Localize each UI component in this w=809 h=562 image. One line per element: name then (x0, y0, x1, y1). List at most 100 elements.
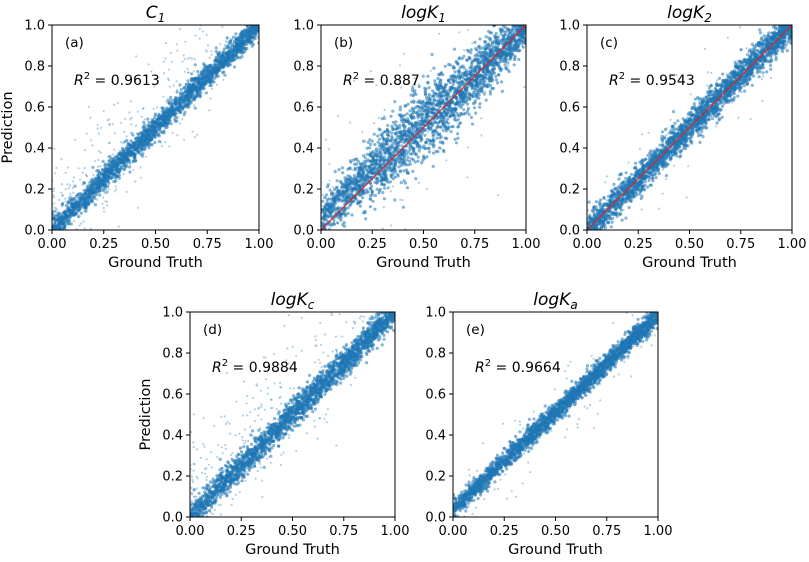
data-point (140, 141, 144, 145)
data-point (401, 205, 406, 209)
data-point (163, 72, 166, 75)
data-point (190, 72, 194, 76)
data-point (150, 70, 153, 73)
data-point (353, 182, 358, 186)
data-point (178, 97, 182, 101)
data-point (205, 34, 208, 37)
data-point (207, 77, 211, 81)
data-point (174, 96, 178, 100)
data-point (104, 162, 108, 166)
data-point (431, 102, 435, 106)
data-point (421, 113, 425, 117)
data-point (121, 146, 125, 150)
data-point (369, 151, 373, 155)
data-point (324, 193, 329, 197)
data-point (110, 80, 113, 84)
data-point (86, 199, 90, 203)
data-point (423, 146, 427, 150)
data-point (204, 82, 208, 86)
data-point (201, 30, 204, 33)
data-point (333, 188, 337, 192)
data-point (398, 105, 402, 109)
data-point (391, 185, 394, 188)
data-point (160, 117, 164, 121)
data-point (99, 186, 103, 190)
data-point (383, 142, 388, 146)
data-point (224, 44, 227, 47)
data-point (125, 148, 129, 152)
data-point (417, 85, 421, 89)
data-point (478, 47, 482, 51)
data-point (225, 56, 229, 60)
data-point (357, 172, 361, 176)
data-point (433, 128, 437, 132)
data-point (381, 158, 385, 162)
data-point (223, 61, 227, 65)
data-point (382, 206, 385, 209)
data-point (150, 122, 154, 126)
data-point (439, 79, 443, 83)
data-point (182, 86, 186, 90)
data-point (196, 81, 200, 85)
data-point (488, 92, 492, 96)
data-point (408, 159, 412, 163)
data-point (105, 178, 109, 182)
data-point (162, 131, 166, 135)
data-point (223, 73, 227, 77)
data-point (59, 221, 63, 225)
data-point (52, 189, 55, 193)
data-point (364, 178, 368, 183)
data-point (369, 184, 374, 188)
data-point (383, 155, 387, 159)
data-point (463, 49, 466, 52)
data-point (499, 54, 503, 58)
data-point (498, 66, 502, 70)
data-point (81, 195, 86, 199)
data-point (141, 107, 145, 110)
data-point (186, 82, 190, 86)
data-point (361, 183, 365, 188)
data-point (436, 87, 441, 91)
data-point (56, 208, 59, 211)
data-point (346, 167, 350, 171)
data-point (206, 69, 210, 73)
data-point (465, 58, 469, 62)
data-point (507, 64, 510, 67)
data-point (477, 65, 481, 69)
data-point (65, 219, 69, 223)
data-point (183, 99, 186, 102)
data-point (433, 79, 437, 83)
data-point (375, 84, 378, 87)
data-point (385, 146, 389, 150)
data-point (333, 169, 337, 174)
data-point (183, 110, 187, 114)
data-point (252, 27, 256, 31)
data-point (113, 148, 116, 151)
data-point (497, 38, 501, 42)
data-point (158, 130, 163, 134)
data-point (101, 159, 105, 163)
data-point (191, 98, 194, 101)
data-point (339, 218, 343, 222)
x-tick-label: 0.75 (193, 237, 222, 252)
data-point (66, 206, 70, 211)
data-point (195, 89, 199, 93)
data-point (386, 123, 390, 127)
data-point (213, 62, 216, 65)
data-point (204, 91, 208, 95)
data-point (165, 125, 169, 129)
data-point (68, 184, 72, 187)
data-point (520, 42, 524, 46)
data-point (501, 28, 505, 32)
y-tick-label: 0.2 (24, 183, 45, 198)
data-point (360, 167, 364, 171)
data-point (230, 51, 234, 55)
data-point (506, 36, 510, 41)
data-point (245, 42, 249, 46)
data-point (354, 187, 358, 191)
data-point (71, 186, 74, 189)
data-point (144, 155, 147, 158)
data-point (344, 207, 348, 211)
data-point (432, 66, 436, 70)
